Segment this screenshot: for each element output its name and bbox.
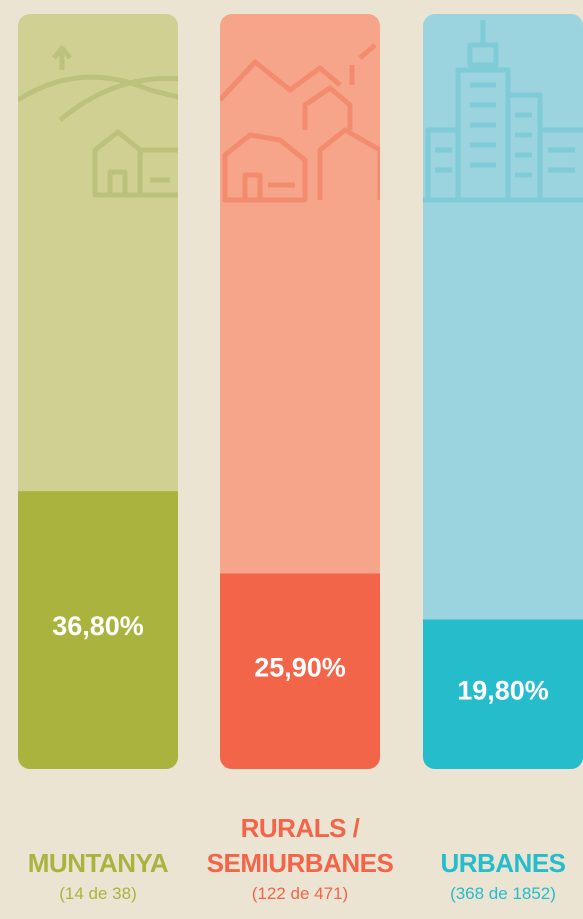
category-label-group: MUNTANYA(14 de 38): [0, 800, 208, 905]
infographic: 36,80%25,90%19,80% MUNTANYA(14 de 38)RUR…: [0, 0, 583, 919]
category-label: URBANES: [440, 846, 565, 881]
category-sublabel: (368 de 1852): [450, 883, 556, 905]
category-label-group: RURALS / SEMIURBANES(122 de 471): [190, 800, 410, 905]
chart: 36,80% 25,90% 19,80%: [0, 0, 583, 919]
category-label: RURALS / SEMIURBANES: [190, 811, 410, 881]
value-label: 25,90%: [254, 652, 346, 682]
category-label-group: URBANES(368 de 1852): [393, 800, 583, 905]
category-sublabel: (122 de 471): [252, 883, 348, 905]
category-sublabel: (14 de 38): [59, 883, 137, 905]
value-label: 19,80%: [457, 675, 549, 705]
category-label: MUNTANYA: [28, 846, 168, 881]
value-label: 36,80%: [52, 611, 144, 641]
